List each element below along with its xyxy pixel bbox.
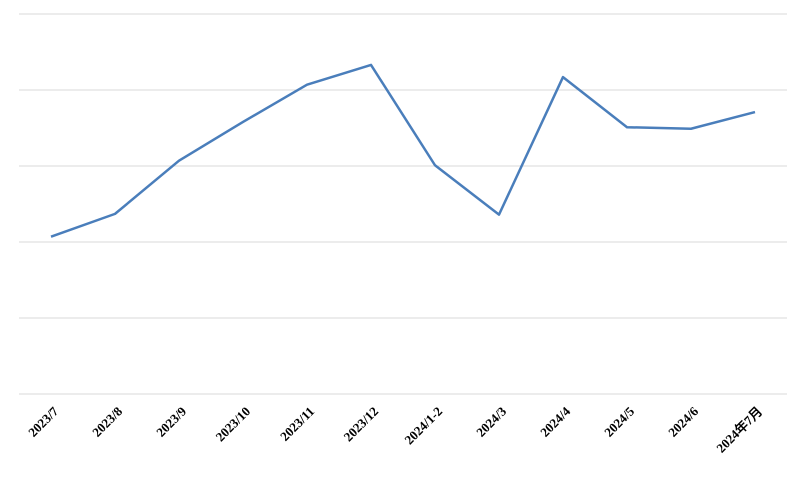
x-tick-label: 2023/10 xyxy=(212,404,253,445)
x-tick-label: 2023/12 xyxy=(340,404,381,445)
x-tick-label: 2024/1-2 xyxy=(401,404,445,448)
line-series xyxy=(50,63,756,238)
x-tick-label: 2024/6 xyxy=(665,403,701,439)
x-tick-label: 2023/7 xyxy=(25,403,61,439)
x-tick-label: 2024年7月 xyxy=(713,404,765,456)
x-tick-label: 2024/3 xyxy=(473,403,509,439)
x-tick-label: 2023/8 xyxy=(89,403,125,439)
x-tick-label: 2023/9 xyxy=(153,403,189,439)
x-tick-label: 2024/4 xyxy=(537,403,573,439)
x-tick-label: 2024/5 xyxy=(601,403,637,439)
x-tick-label: 2023/11 xyxy=(277,404,317,444)
